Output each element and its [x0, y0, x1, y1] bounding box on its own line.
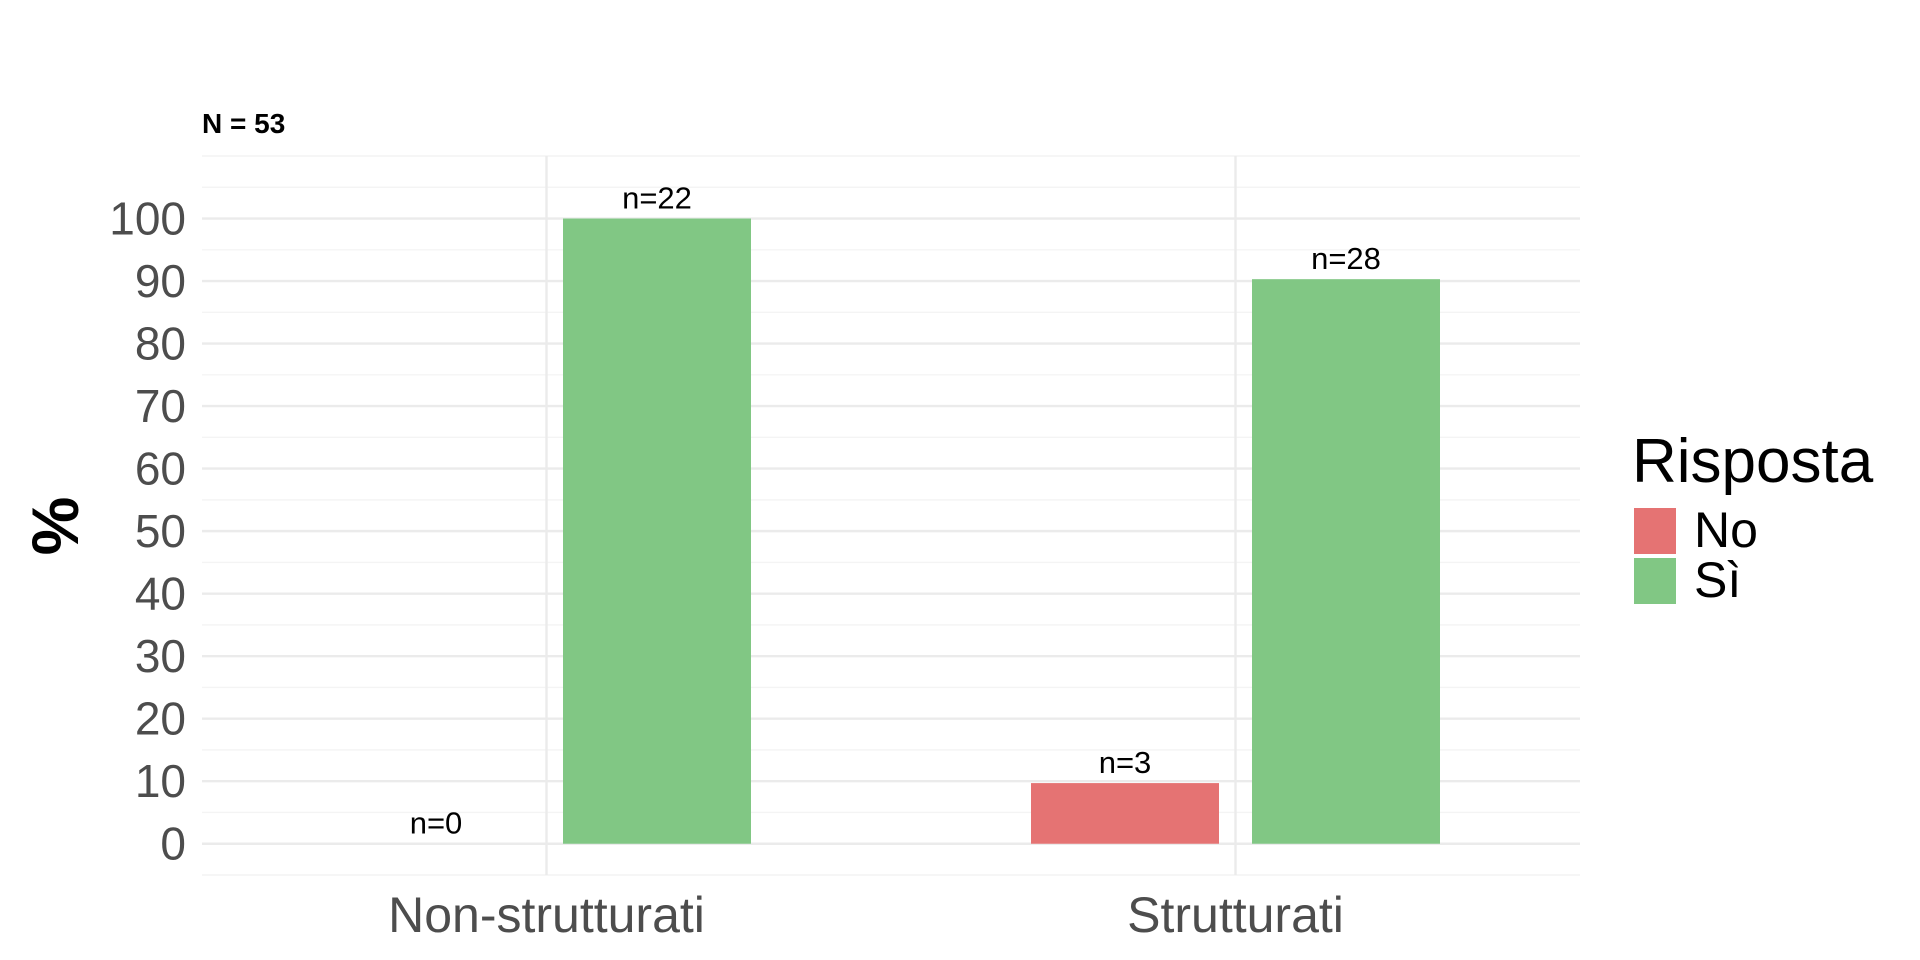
chart-subtitle: N = 53 [202, 108, 285, 139]
y-tick-label: 50 [135, 505, 186, 557]
bar-s-1 [563, 218, 751, 844]
data-label: n=3 [1099, 745, 1152, 780]
legend-label: Sì [1694, 552, 1741, 608]
bars [563, 218, 1440, 844]
data-label: n=22 [622, 181, 692, 216]
legend-key [1634, 558, 1676, 604]
data-labels: n=0 n=3 n=22 n=28 [410, 181, 1381, 841]
legend-label: No [1694, 502, 1758, 558]
y-axis-label: % [18, 497, 92, 556]
data-label: n=0 [410, 806, 463, 841]
y-axis: 0 10 20 30 40 50 60 70 80 90 100 [109, 193, 186, 870]
y-tick-label: 60 [135, 443, 186, 495]
legend-title: Risposta [1632, 427, 1874, 496]
y-tick-label: 10 [135, 755, 186, 807]
legend-key [1634, 508, 1676, 554]
x-tick-label: Strutturati [1127, 887, 1344, 943]
bar-s-2 [1252, 279, 1440, 844]
y-tick-label: 100 [109, 193, 186, 245]
y-tick-label: 70 [135, 380, 186, 432]
x-tick-label: Non-strutturati [388, 887, 705, 943]
y-tick-label: 0 [160, 818, 186, 870]
y-tick-label: 40 [135, 568, 186, 620]
data-label: n=28 [1311, 241, 1381, 276]
y-tick-label: 30 [135, 630, 186, 682]
x-axis: Non-strutturati Strutturati [388, 887, 1344, 943]
bar-no-2 [1031, 783, 1219, 844]
y-tick-label: 20 [135, 693, 186, 745]
y-tick-label: 90 [135, 255, 186, 307]
y-tick-label: 80 [135, 318, 186, 370]
